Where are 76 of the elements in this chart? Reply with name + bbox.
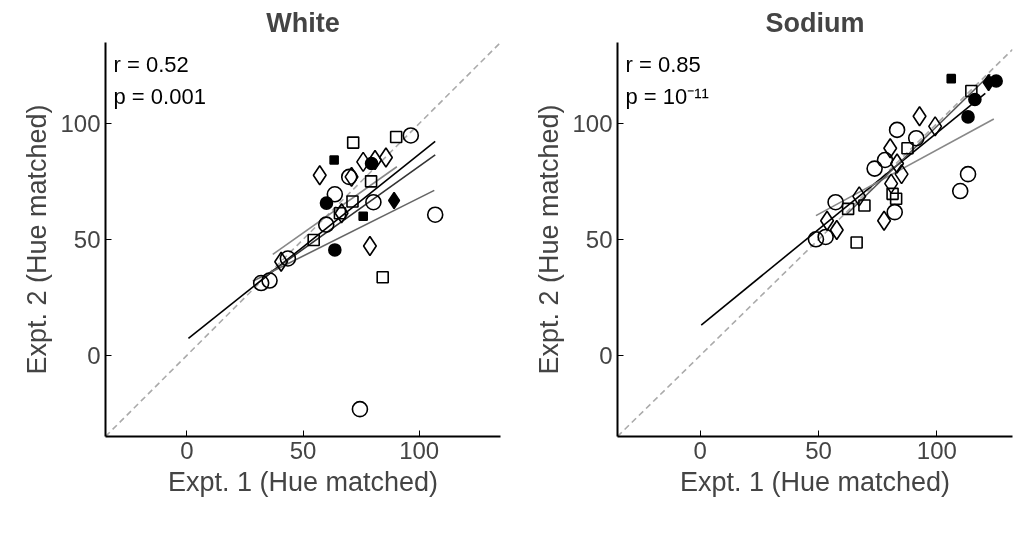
point <box>367 149 383 171</box>
y-tick-label: 100 <box>60 110 101 138</box>
point <box>841 202 855 216</box>
point <box>907 129 925 147</box>
point <box>858 199 871 212</box>
annotation: r = 0.52 <box>113 51 189 77</box>
point <box>827 193 844 211</box>
point <box>378 147 394 168</box>
x-tick-label: 100 <box>916 436 957 464</box>
point <box>866 160 883 177</box>
point <box>364 156 379 171</box>
point <box>946 73 957 84</box>
point <box>959 165 977 183</box>
point <box>317 216 335 233</box>
point <box>389 130 403 144</box>
y-axis-title: Expt. 2 (Hue matched) <box>534 104 565 375</box>
annotation: r = 0.85 <box>625 51 701 77</box>
point <box>376 270 389 284</box>
x-tick-label: 0 <box>693 436 707 464</box>
point <box>817 228 834 246</box>
chart-title: White <box>266 7 340 38</box>
point <box>876 210 892 232</box>
point <box>876 151 894 169</box>
y-tick-label: 50 <box>73 226 101 253</box>
y-tick-label: 0 <box>599 341 613 369</box>
chart-title: Sodium <box>765 7 865 38</box>
point <box>346 136 360 149</box>
point <box>346 195 359 208</box>
point <box>928 116 943 137</box>
point <box>358 211 368 222</box>
point <box>333 207 347 220</box>
point <box>351 400 369 418</box>
point <box>319 196 334 210</box>
annotation: p = 0.001 <box>113 83 206 109</box>
point <box>850 236 863 249</box>
point <box>886 203 904 221</box>
point <box>852 186 867 207</box>
point <box>252 274 270 292</box>
x-tick-label: 50 <box>289 436 317 464</box>
point <box>402 127 420 144</box>
point <box>279 250 297 267</box>
x-axis-title: Expt. 1 (Hue matched) <box>167 466 439 497</box>
point <box>261 272 278 289</box>
x-tick-label: 50 <box>805 436 832 464</box>
y-axis-title: Expt. 2 (Hue matched) <box>22 104 53 375</box>
point <box>329 155 339 165</box>
point <box>326 186 344 203</box>
x-tick-label: 0 <box>180 436 194 464</box>
point <box>426 206 444 223</box>
point <box>961 110 975 124</box>
point <box>365 193 382 211</box>
x-tick-label: 100 <box>399 436 440 464</box>
annotation: p = 10⁻¹¹ <box>625 83 709 109</box>
point <box>968 92 982 107</box>
point <box>886 187 899 201</box>
point <box>807 230 825 248</box>
point <box>364 175 378 188</box>
point <box>901 141 914 155</box>
point <box>362 235 378 257</box>
y-tick-label: 50 <box>585 226 613 253</box>
point <box>307 233 320 247</box>
x-axis-title: Expt. 1 (Hue matched) <box>679 466 951 497</box>
y-tick-label: 100 <box>572 110 613 138</box>
point <box>328 243 342 257</box>
point <box>889 153 905 174</box>
point <box>951 182 969 200</box>
y-tick-label: 0 <box>87 341 101 369</box>
point <box>340 168 358 186</box>
point <box>888 121 906 139</box>
point <box>312 165 327 186</box>
point <box>884 173 899 194</box>
point <box>819 210 835 232</box>
point <box>889 192 903 206</box>
point <box>387 191 401 210</box>
point <box>965 84 978 98</box>
point <box>334 203 349 224</box>
